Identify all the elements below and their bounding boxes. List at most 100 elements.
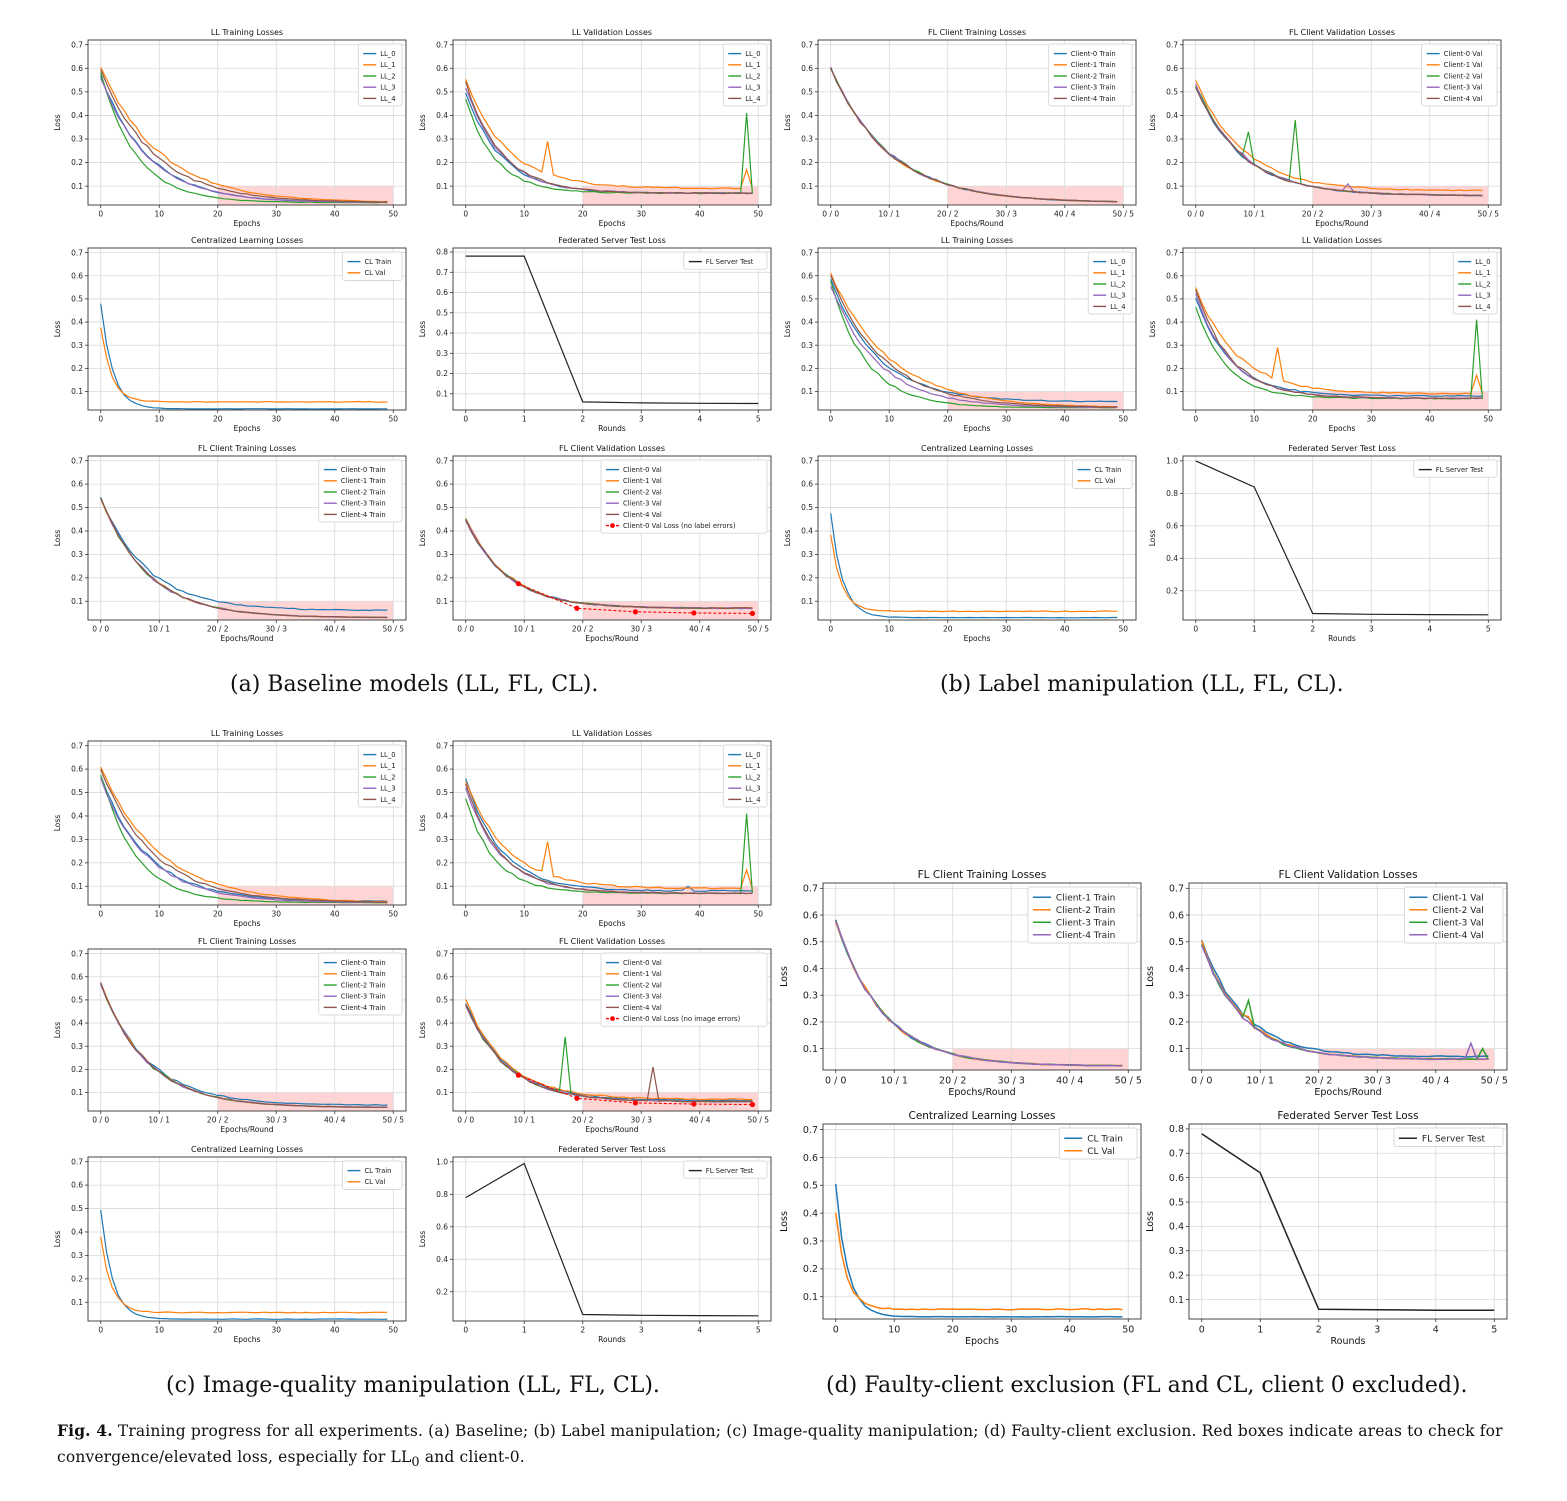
chart-title: FL Client Validation Losses [559, 937, 665, 946]
series-line [1200, 940, 1489, 1058]
x-tick-label: 20 / 2 [207, 1116, 229, 1125]
y-tick-label: 0.2 [803, 1264, 818, 1275]
x-tick-label: 0 / 0 [457, 625, 474, 634]
chart-c-5: 0.2 0.4 0.6 0.8 1.0 0 1 2 3 4 5 Federated Server Te… [418, 1145, 772, 1344]
caption-a: (a) Baseline models (LL, FL, CL). [230, 672, 599, 697]
axes-frame [452, 1156, 772, 1322]
x-tick-label: 5 [1486, 625, 1491, 634]
series-line [465, 1162, 759, 1317]
x-tick-label: 20 [578, 210, 588, 219]
series-line [1195, 287, 1483, 395]
y-tick-label: 0.5 [71, 503, 83, 512]
x-axis-label: Epochs/Round [948, 1087, 1015, 1098]
series-line [834, 921, 1123, 1067]
y-tick-label: 0.1 [436, 597, 448, 606]
legend-label: Client-1 Train [1056, 893, 1115, 903]
y-tick-label: 0.2 [436, 573, 448, 582]
highlight-box [1312, 186, 1489, 205]
y-tick-label: 0.1 [1169, 1044, 1184, 1055]
axes-frame [1188, 1123, 1508, 1320]
x-tick-label: 40 / 4 [324, 1116, 346, 1125]
series-line [100, 1210, 388, 1320]
y-tick-label: 0.4 [803, 964, 818, 975]
y-axis-label: Loss [418, 530, 427, 547]
y-tick-label: 0.4 [71, 527, 83, 536]
highlight-box [947, 186, 1124, 205]
y-tick-label: 0.6 [1166, 64, 1178, 73]
y-tick-label: 0.6 [1166, 521, 1178, 530]
x-tick-label: 10 [884, 415, 894, 424]
series-line [830, 534, 1118, 613]
x-axis-label: Epochs/Round [220, 634, 273, 643]
series-line [465, 798, 753, 895]
legend-label: LL_2 [745, 72, 760, 80]
x-tick-label: 10 / 1 [513, 625, 535, 634]
legend-label: Client-1 Train [1071, 61, 1116, 69]
chart-d-0: 0.1 0.2 0.3 0.4 0.5 0.6 0.7 0 / 0 10 / 1 20 / 2 30… [779, 869, 1142, 1098]
legend-box [600, 952, 768, 1027]
y-tick-label: 0.6 [801, 271, 813, 280]
legend-label: Client-2 Train [341, 981, 386, 989]
chart-title: FL Client Validation Losses [559, 444, 665, 453]
x-tick-label: 50 [1119, 415, 1129, 424]
chart-d-1: 0.1 0.2 0.3 0.4 0.5 0.6 0.7 0 / 0 10 / 1 20 / 2 30… [1145, 869, 1508, 1098]
y-tick-label: 0.7 [436, 949, 448, 958]
y-tick-label: 0.8 [436, 1190, 448, 1199]
series-line [100, 69, 388, 203]
y-tick-label: 0.1 [71, 1088, 83, 1097]
x-tick-label: 30 [1366, 415, 1376, 424]
legend-label: Client-1 Val [623, 477, 662, 485]
legend-label: Client-0 Train [1071, 50, 1116, 58]
legend-label: Client-0 Val [1444, 50, 1483, 58]
axes-frame [452, 948, 772, 1112]
chart-title: FL Client Training Losses [198, 444, 296, 453]
y-tick-label: 0.5 [71, 295, 83, 304]
x-tick-label: 20 [213, 415, 223, 424]
y-tick-label: 0.4 [1169, 1222, 1184, 1233]
chart-b-1: 0.1 0.2 0.3 0.4 0.5 0.6 0.7 0 10 20 30 40 50 LL Valid… [1148, 236, 1502, 433]
chart-title: Federated Server Test Loss [558, 236, 666, 245]
axes-frame [452, 39, 772, 206]
y-tick-label: 0.6 [1169, 910, 1184, 921]
x-tick-label: 30 [271, 210, 281, 219]
x-tick-label: 30 [271, 910, 281, 919]
x-tick-label: 0 / 0 [457, 1116, 474, 1125]
y-tick-label: 0.4 [436, 1255, 448, 1264]
x-tick-label: 40 [330, 210, 340, 219]
y-tick-label: 0.2 [71, 1065, 83, 1074]
x-tick-label: 40 / 4 [689, 625, 711, 634]
y-tick-label: 0.4 [1166, 318, 1178, 327]
x-tick-label: 10 [154, 415, 164, 424]
legend-label: Client-4 Val [623, 1004, 662, 1012]
x-tick-label: 0 [828, 415, 833, 424]
y-tick-label: 0.7 [801, 456, 813, 465]
series-line [1201, 944, 1490, 1061]
x-tick-label: 0 [463, 415, 468, 424]
y-tick-label: 0.6 [801, 480, 813, 489]
series-line [100, 498, 388, 619]
series-line [465, 787, 753, 895]
y-axis-label: Loss [53, 815, 62, 832]
y-tick-label: 0.5 [803, 937, 818, 948]
legend-label: CL Train [364, 258, 391, 266]
y-tick-label: 0.7 [801, 248, 813, 257]
legend-box [318, 459, 403, 523]
series-line [465, 255, 759, 405]
x-tick-label: 0 [463, 210, 468, 219]
legend-box [1452, 251, 1498, 315]
legend-box [1393, 1127, 1504, 1147]
y-tick-label: 0.6 [801, 64, 813, 73]
y-tick-label: 0.5 [71, 1204, 83, 1213]
y-axis-label: Loss [1145, 966, 1156, 987]
series-line [465, 87, 753, 195]
y-tick-label: 0.1 [801, 387, 813, 396]
y-tick-label: 0.6 [803, 910, 818, 921]
axes-frame [817, 39, 1137, 206]
y-tick-label: 0.4 [71, 1019, 83, 1028]
x-axis-label: Rounds [598, 424, 626, 433]
x-tick-label: 0 [98, 210, 103, 219]
y-tick-label: 0.5 [436, 503, 448, 512]
x-tick-label: 20 [943, 625, 953, 634]
y-tick-label: 0.3 [801, 135, 813, 144]
x-tick-label: 10 / 1 [1247, 1076, 1274, 1087]
